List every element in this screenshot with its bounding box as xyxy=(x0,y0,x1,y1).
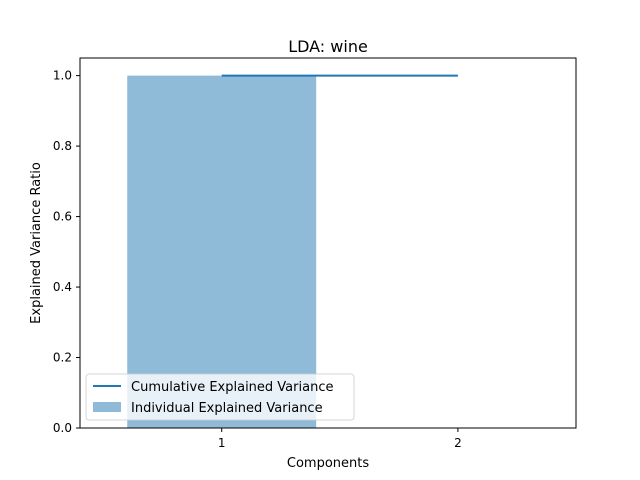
y-tick-label: 0.4 xyxy=(53,280,72,294)
legend-label-cumulative: Cumulative Explained Variance xyxy=(131,380,333,395)
y-axis-label: Explained Variance Ratio xyxy=(29,162,44,324)
x-tick-label: 2 xyxy=(454,436,462,450)
y-tick-label: 0.2 xyxy=(53,351,72,365)
y-tick-label: 0.6 xyxy=(53,210,72,224)
y-ticks: 0.0 0.2 0.4 0.6 0.8 1.0 xyxy=(53,69,80,435)
axes-frame xyxy=(79,57,577,429)
legend-bar-swatch xyxy=(93,402,121,412)
x-tick-label: 1 xyxy=(218,436,226,450)
y-tick-label: 0.8 xyxy=(53,139,72,153)
bars xyxy=(127,75,317,428)
legend: Cumulative Explained Variance Individual … xyxy=(85,373,355,421)
legend-box xyxy=(85,373,355,421)
x-axis-label: Components xyxy=(287,456,369,471)
chart-title: LDA: wine xyxy=(288,37,368,56)
bar xyxy=(127,75,317,428)
y-tick-label: 1.0 xyxy=(53,69,72,83)
legend-label-individual: Individual Explained Variance xyxy=(131,401,323,416)
y-tick-label: 0.0 xyxy=(53,421,72,435)
